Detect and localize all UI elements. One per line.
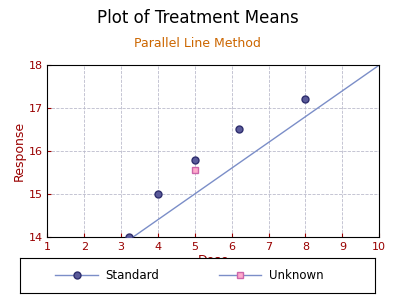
Y-axis label: Response: Response [13,121,26,181]
Text: Plot of Treatment Means: Plot of Treatment Means [97,9,298,27]
Text: Standard: Standard [105,269,159,282]
X-axis label: Dose: Dose [198,255,229,268]
Text: Parallel Line Method: Parallel Line Method [134,37,261,50]
Text: Unknown: Unknown [269,269,323,282]
